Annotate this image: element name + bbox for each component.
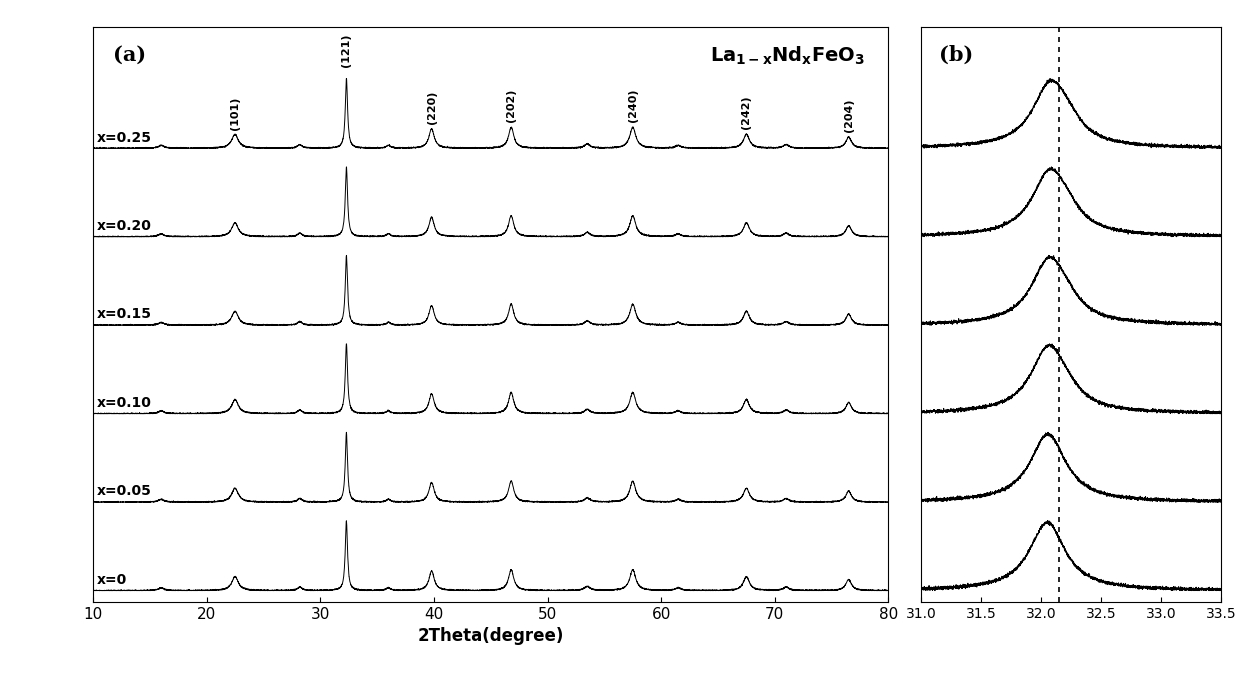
Text: x=0.15: x=0.15 bbox=[97, 307, 151, 322]
Text: (242): (242) bbox=[742, 96, 751, 129]
Text: (202): (202) bbox=[506, 89, 516, 122]
Text: x=0: x=0 bbox=[97, 573, 126, 587]
Text: x=0.20: x=0.20 bbox=[97, 219, 151, 233]
Text: x=0.25: x=0.25 bbox=[97, 131, 151, 145]
Text: (220): (220) bbox=[427, 90, 436, 124]
Text: (204): (204) bbox=[843, 99, 853, 133]
Text: (a): (a) bbox=[113, 44, 146, 65]
Text: $\mathbf{La_{1-x}Nd_xFeO_3}$: $\mathbf{La_{1-x}Nd_xFeO_3}$ bbox=[709, 44, 864, 67]
Text: x=0.10: x=0.10 bbox=[97, 396, 151, 410]
Text: (b): (b) bbox=[939, 44, 973, 65]
Text: (121): (121) bbox=[341, 34, 351, 67]
Text: (240): (240) bbox=[627, 89, 637, 122]
Text: x=0.05: x=0.05 bbox=[97, 484, 151, 498]
Text: (101): (101) bbox=[231, 96, 241, 129]
X-axis label: 2Theta(degree): 2Theta(degree) bbox=[418, 627, 564, 645]
